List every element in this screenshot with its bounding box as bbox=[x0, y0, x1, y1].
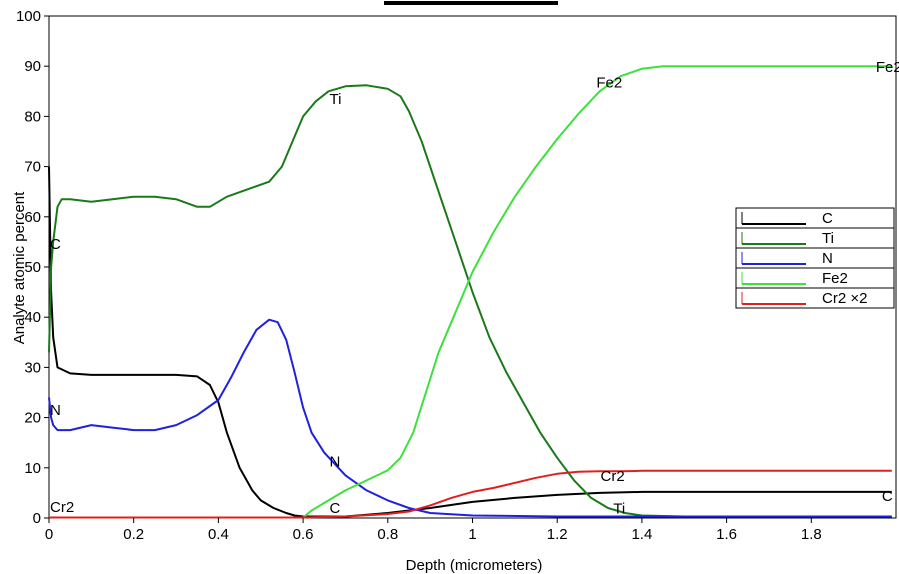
axes-layer: 0 0.2 0.4 0.6 0.8 1 1.2 1.4 1.6 1.8 0 10 20 30 40 50 60 7… bbox=[16, 8, 822, 543]
x-tick-label: 0.4 bbox=[208, 526, 229, 543]
legend-label: Ti bbox=[822, 230, 834, 247]
data-annotation: Ti bbox=[613, 500, 625, 517]
data-annotation: C bbox=[882, 488, 893, 505]
y-axis-label: Analyte atomic percent bbox=[11, 191, 28, 344]
annotations-layer: C N Cr2 Ti Fe2 Fe2 N C Cr2 Ti C bbox=[50, 59, 899, 517]
x-tick-label: 1.8 bbox=[801, 526, 822, 543]
x-tick-label: 0 bbox=[45, 526, 53, 543]
legend-label: C bbox=[822, 210, 833, 227]
x-tick-label: 1.4 bbox=[631, 526, 652, 543]
x-tick-label: 1 bbox=[468, 526, 476, 543]
legend: C Ti N Fe2 Cr2 ×2 bbox=[735, 207, 895, 309]
y-tick-label: 60 bbox=[24, 209, 41, 226]
series-line-n bbox=[48, 318, 892, 518]
y-tick-label: 90 bbox=[24, 58, 41, 75]
data-annotation: N bbox=[330, 453, 341, 470]
series-line-cr22 bbox=[49, 469, 892, 519]
data-annotation: Fe2 bbox=[596, 74, 622, 91]
x-axis-label: Depth (micrometers) bbox=[406, 557, 543, 574]
data-annotation: Cr2 bbox=[601, 468, 625, 485]
series-line-c bbox=[48, 166, 892, 518]
y-tick-label: 30 bbox=[24, 359, 41, 376]
data-annotation: C bbox=[330, 500, 341, 517]
x-tick-label: 1.2 bbox=[547, 526, 568, 543]
x-tick-label: 0.8 bbox=[377, 526, 398, 543]
y-tick-label: 80 bbox=[24, 108, 41, 125]
y-tick-label: 50 bbox=[24, 259, 41, 276]
series-layer bbox=[48, 65, 892, 519]
legend-label: Cr2 ×2 bbox=[822, 290, 867, 307]
data-annotation: N bbox=[50, 402, 61, 419]
series-line-ti bbox=[48, 84, 892, 518]
y-tick-label: 70 bbox=[24, 159, 41, 176]
y-tick-label: 20 bbox=[24, 410, 41, 427]
legend-label: Fe2 bbox=[822, 270, 848, 287]
legend-label: N bbox=[822, 250, 833, 267]
series-line-fe2 bbox=[49, 65, 892, 519]
y-tick-label: 10 bbox=[24, 460, 41, 477]
x-tick-label: 0.2 bbox=[123, 526, 144, 543]
y-tick-label: 100 bbox=[16, 8, 41, 25]
x-tick-label: 1.6 bbox=[716, 526, 737, 543]
x-tick-label: 0.6 bbox=[293, 526, 314, 543]
y-tick-label: 0 bbox=[33, 510, 41, 527]
data-annotation: C bbox=[50, 236, 61, 253]
data-annotation: Cr2 bbox=[50, 499, 74, 516]
y-tick-label: 40 bbox=[24, 309, 41, 326]
data-annotation: Ti bbox=[330, 91, 342, 108]
data-annotation: Fe2 bbox=[876, 59, 899, 76]
